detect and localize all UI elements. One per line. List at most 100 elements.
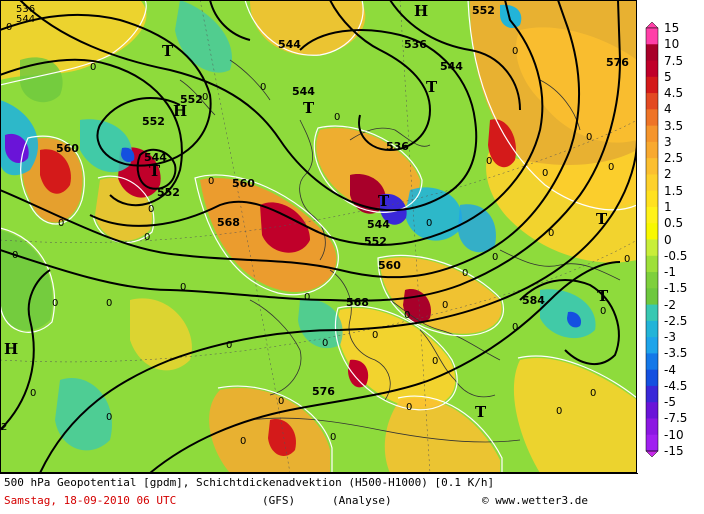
legend-tick-label: -3: [664, 330, 676, 345]
edge-label: 544: [16, 14, 35, 25]
contour-label: 576: [606, 56, 629, 69]
zero-label: 0: [260, 82, 266, 93]
legend-tick-label: -7.5: [664, 411, 688, 426]
zero-label: 0: [624, 254, 630, 265]
zero-label: 0: [372, 330, 378, 341]
legend-tick-label: -1.5: [664, 281, 688, 296]
legend-swatch: [646, 28, 658, 45]
low-center-label: T: [149, 162, 161, 180]
legend-tick-label: 3: [664, 134, 672, 149]
legend-swatch: [646, 158, 658, 175]
zero-label: 0: [586, 132, 592, 143]
analysis-label: (Analyse): [332, 494, 392, 507]
zero-label: 0: [180, 282, 186, 293]
legend-tick-label: -1: [664, 265, 676, 280]
legend-tick-label: 5: [664, 69, 672, 84]
zero-label: 0: [6, 22, 12, 33]
legend-tick-label: -2.5: [664, 313, 688, 328]
legend-swatch: [646, 125, 658, 143]
zero-label: 0: [556, 406, 562, 417]
contour-label: 560: [56, 142, 79, 155]
zero-label: 0: [590, 388, 596, 399]
legend-tick-label: -0.5: [664, 248, 688, 263]
legend-bar: [645, 21, 659, 458]
contour-label: 560: [378, 259, 401, 272]
legend-tick-label: 4.5: [664, 86, 684, 101]
zero-label: 0: [226, 340, 232, 351]
zero-label: 0: [334, 112, 340, 123]
low-center-label: T: [378, 192, 390, 210]
zero-label: 0: [12, 250, 18, 261]
legend-tick-label: -3.5: [664, 346, 688, 361]
legend-tick-label: -15: [664, 444, 684, 458]
contour-label: 568: [217, 216, 240, 229]
credit-label: © www.wetter3.de: [482, 494, 588, 507]
contour-label: 544: [292, 85, 315, 98]
legend-arrow-top: [645, 21, 659, 29]
pressure-centers: T T T T T T T T H H H: [4, 2, 609, 421]
valid-date: Samstag, 18-09-2010 06 UTC: [4, 494, 177, 507]
low-center-label: T: [475, 403, 487, 421]
legend-arrow-bottom: [645, 450, 659, 458]
legend-tick-label: 2: [664, 167, 672, 182]
contour-label: 560: [232, 177, 255, 190]
zero-label: 0: [202, 92, 208, 103]
contour-label: 544: [367, 218, 390, 231]
edge-label: 2: [1, 422, 7, 433]
high-center-label: H: [4, 340, 18, 358]
contour-label: 544: [144, 151, 167, 164]
legend-tick-label: 1.5: [664, 183, 684, 198]
legend-swatch: [646, 60, 658, 78]
legend-tick-label: 1: [664, 199, 672, 214]
legend-tick-label: -10: [664, 427, 684, 442]
low-center-label: T: [596, 210, 608, 228]
zero-label: 0: [148, 204, 154, 215]
zero-label: 0: [106, 298, 112, 309]
zero-label: 0: [278, 396, 284, 407]
zero-lines: [0, 0, 637, 473]
zero-label: 0: [52, 298, 58, 309]
zero-value-labels: 0 0 0 0 0 0 0 0 0 0 0 0 0 0 0 0 0 0 0 0: [6, 22, 630, 447]
legend-swatch: [646, 141, 658, 159]
legend-swatch: [646, 418, 658, 436]
high-center-label: H: [414, 2, 428, 20]
zero-label: 0: [30, 388, 36, 399]
geopotential-contours: [0, 0, 637, 473]
zero-label: 0: [548, 228, 554, 239]
contour-label: 568: [346, 296, 369, 309]
model-label: (GFS): [262, 494, 296, 507]
legend-swatch: [646, 304, 658, 322]
legend-swatch: [646, 337, 658, 354]
zero-label: 0: [608, 162, 614, 173]
legend-swatch: [646, 223, 658, 240]
legend-swatch: [646, 44, 658, 62]
legend-tick-label: -4.5: [664, 378, 688, 393]
legend-swatch: [646, 320, 658, 338]
legend-swatch: [646, 288, 658, 306]
legend-tick-label: 7.5: [664, 53, 684, 68]
zero-label: 0: [240, 436, 246, 447]
low-center-label: T: [597, 287, 609, 305]
legend-tick-label: 3.5: [664, 118, 684, 133]
contour-label: 536: [386, 140, 409, 153]
contour-label: 544: [278, 38, 301, 51]
contour-labels: 536 544 552 560 568 576 584 552 552 552 …: [56, 4, 629, 398]
zero-label: 0: [106, 412, 112, 423]
zero-label: 0: [90, 62, 96, 73]
contour-label: 576: [312, 385, 335, 398]
legend-swatch: [646, 434, 658, 452]
legend-tick-label: -2: [664, 297, 676, 312]
zero-label: 0: [512, 46, 518, 57]
edge-label: 536: [16, 4, 35, 15]
contour-label: 552: [364, 235, 387, 248]
legend-tick-label: 2.5: [664, 151, 684, 166]
legend-swatch: [646, 109, 658, 127]
legend-swatch: [646, 369, 658, 387]
legend-swatch: [646, 174, 658, 192]
legend-swatch: [646, 93, 658, 110]
legend-swatch: [646, 353, 658, 371]
contour-label: 584: [522, 294, 545, 307]
zero-label: 0: [512, 322, 518, 333]
high-center-label: H: [173, 102, 187, 120]
